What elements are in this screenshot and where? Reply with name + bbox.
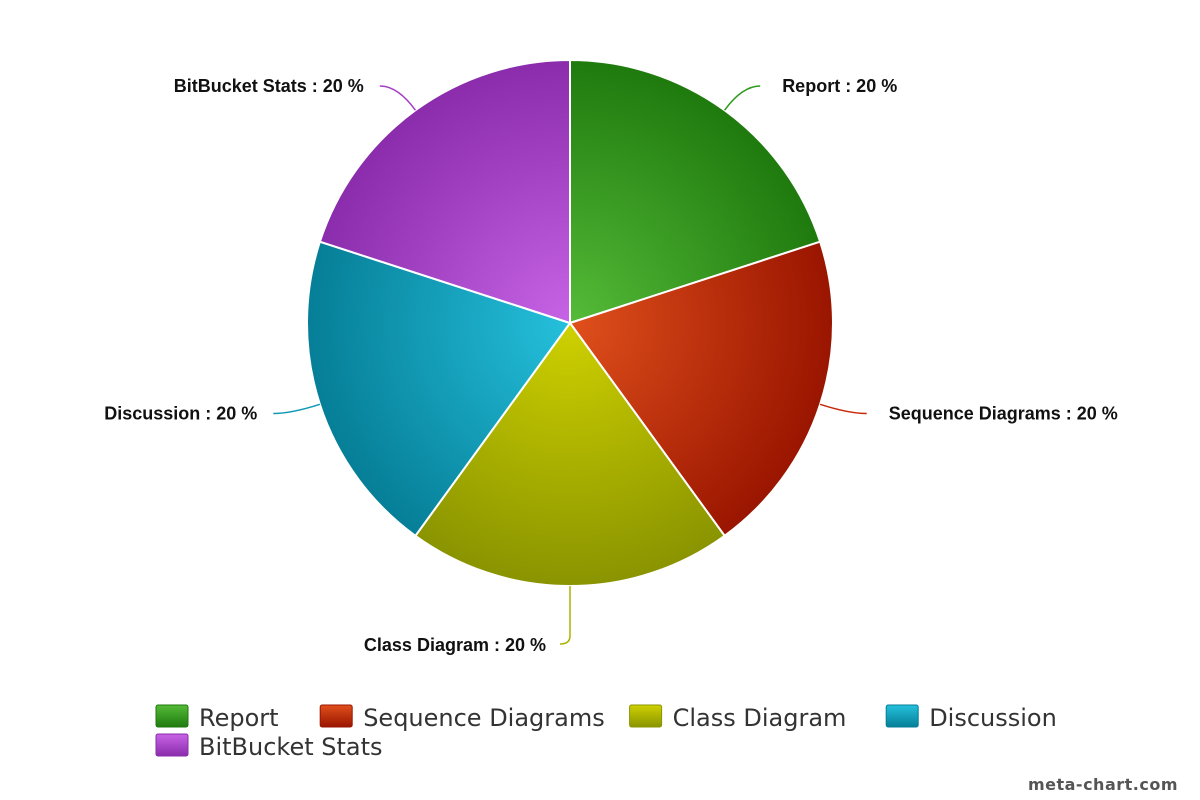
data-label-discussion: Discussion : 20 % [104,404,257,424]
pie-slice-discussion [306,240,572,538]
leader-line-class-diagram [559,586,571,645]
legend-label: Report [199,704,279,732]
leader-lines [273,85,867,645]
pie-slice-sequence-diagrams [568,240,834,538]
data-label-class-diagram: Class Diagram : 20 % [364,635,546,655]
legend-swatch [155,733,189,757]
legend-swatch [885,704,919,728]
data-labels: Report : 20 % Sequence Diagrams : 20 % Cla… [104,76,1118,655]
leader-line-report [723,85,761,111]
data-label-report: Report : 20 % [782,76,897,96]
legend-item-bitbucket-stats[interactable]: BitBucket Stats [155,733,383,761]
legend-item-discussion[interactable]: Discussion [885,704,1057,732]
legend-item-sequence-diagrams[interactable]: Sequence Diagrams [319,704,605,732]
data-label-sequence-diagrams: Sequence Diagrams : 20 % [889,404,1118,424]
legend: Report Sequence Diagrams Class Diagram Disc… [155,704,1057,761]
data-label-bitbucket-stats: BitBucket Stats : 20 % [174,76,364,96]
legend-swatch [629,704,663,728]
legend-label: Discussion [929,704,1057,732]
legend-swatch [319,704,353,728]
pie-slice-class-diagram [414,321,726,587]
leader-line-discussion [273,403,321,415]
legend-label: BitBucket Stats [199,733,383,761]
legend-item-class-diagram[interactable]: Class Diagram [629,704,847,732]
pie-slice-bitbucket-stats [318,58,571,325]
leader-line-bitbucket-stats [379,85,417,111]
legend-swatch [155,704,189,728]
watermark: meta-chart.com [1028,775,1178,794]
pie-slice-report [569,58,822,325]
legend-label: Class Diagram [673,704,847,732]
legend-item-report[interactable]: Report [155,704,279,732]
legend-label: Sequence Diagrams [363,704,605,732]
pie-slices [306,58,834,587]
leader-line-sequence-diagrams [819,403,867,415]
